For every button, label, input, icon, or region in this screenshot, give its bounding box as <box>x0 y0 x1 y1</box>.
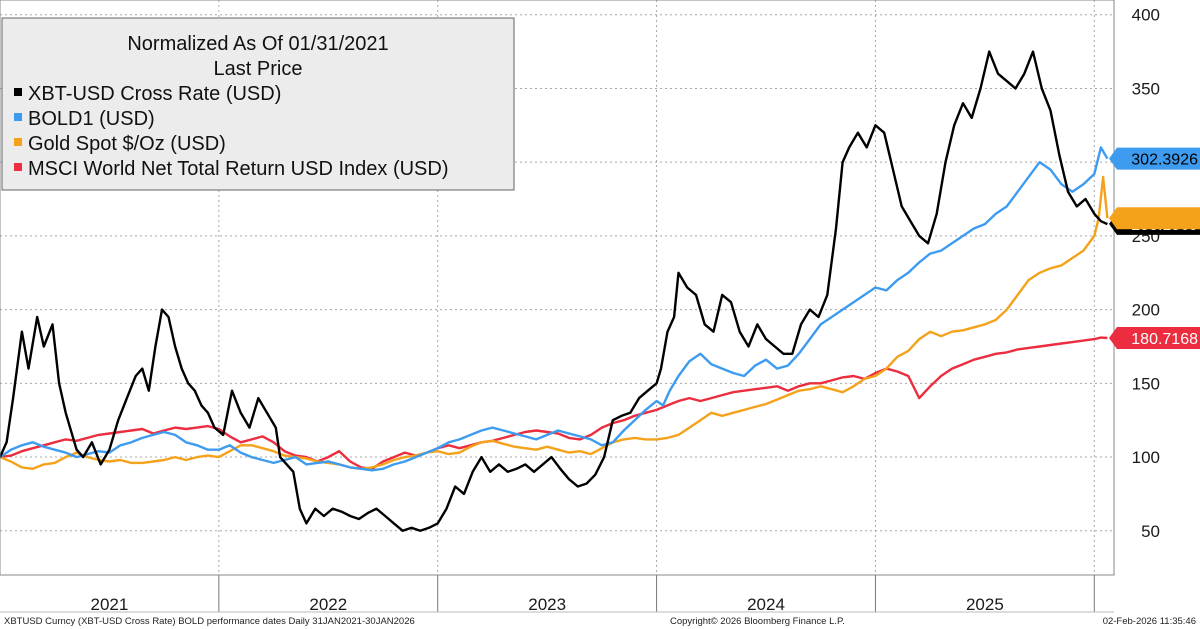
series-layer <box>0 50 1109 532</box>
footer-right: 02-Feb-2026 11:35:46 <box>1103 616 1196 627</box>
badge-label: 302.3926 <box>1131 152 1198 169</box>
y-tick-label: 100 <box>1132 448 1160 467</box>
last-price-badge-2 <box>1109 207 1200 230</box>
y-tick-label: 200 <box>1132 301 1160 320</box>
plot-border <box>0 0 1115 576</box>
badge-shape <box>1109 147 1200 170</box>
last-price-badge-3: 180.7168 <box>1109 327 1200 350</box>
footer: XBTUSD Curncy (XBT-USD Cross Rate) BOLD … <box>4 616 1196 627</box>
legend-label-gold: Gold Spot $/Oz (USD) <box>28 133 226 155</box>
series-line-3 <box>0 336 1108 470</box>
footer-left: XBTUSD Curncy (XBT-USD Cross Rate) BOLD … <box>4 616 415 627</box>
legend-swatch-msci <box>14 163 22 171</box>
x-tick-label: 2023 <box>528 595 566 614</box>
series-line-1 <box>0 146 1109 472</box>
x-tick-label: 2022 <box>309 595 347 614</box>
badge-shape <box>1109 207 1200 230</box>
y-tick-label: 400 <box>1132 6 1160 25</box>
footer-center: Copyright© 2026 Bloomberg Finance L.P. <box>670 616 845 627</box>
legend-swatch-bold1 <box>14 113 22 121</box>
legend: Normalized As Of 01/31/2021 Last Price X… <box>1 17 515 191</box>
y-tick-label: 350 <box>1132 79 1160 98</box>
y-tick-label: 150 <box>1132 374 1160 393</box>
y-tick-label: 50 <box>1141 522 1160 541</box>
x-tick-label: 2025 <box>966 595 1004 614</box>
legend-title: Normalized As Of 01/31/2021 <box>127 33 388 55</box>
x-tick-label: 2021 <box>91 595 129 614</box>
legend-swatch-gold <box>14 138 22 146</box>
x-axis: 2021 2022 2023 2024 2025 <box>0 575 1114 614</box>
legend-box <box>1 17 515 191</box>
x-tick-label: 2024 <box>747 595 785 614</box>
badge-label: 180.7168 <box>1131 331 1198 348</box>
last-price-badge-1: 302.3926 <box>1109 147 1200 170</box>
legend-label-bold1: BOLD1 (USD) <box>28 108 155 130</box>
legend-swatch-xbt <box>14 88 22 96</box>
series-line-0 <box>0 50 1108 532</box>
badge-shape <box>1109 327 1200 350</box>
legend-subtitle: Last Price <box>214 58 303 80</box>
legend-label-msci: MSCI World Net Total Return USD Index (U… <box>28 158 449 180</box>
legend-label-xbt: XBT-USD Cross Rate (USD) <box>28 83 281 105</box>
series-line-2 <box>0 175 1109 470</box>
